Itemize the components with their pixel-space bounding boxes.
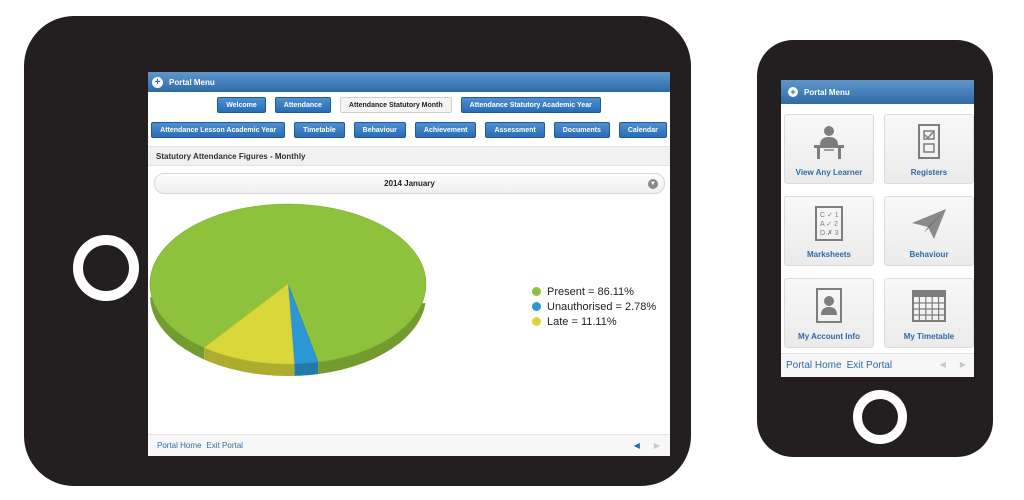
month-select[interactable]: 2014 January ▼	[154, 173, 665, 194]
tile-label: My Account Info	[798, 332, 860, 341]
nav-button-attendance-statutory-academic-year[interactable]: Attendance Statutory Academic Year	[460, 97, 601, 113]
nav-button-behaviour[interactable]: Behaviour	[353, 122, 406, 138]
pie-slice-late-side	[204, 347, 295, 376]
nav-button-calendar[interactable]: Calendar	[618, 122, 667, 138]
register-icon	[918, 124, 940, 159]
legend-label: Unauthorised = 2.78%	[547, 300, 657, 313]
nav-button-achievement[interactable]: Achievement	[414, 122, 477, 138]
tablet-home-button[interactable]	[73, 235, 139, 301]
tile-marksheets[interactable]: C ✓ 1 A ✓ 2 D ✗ 3 Marksheets	[784, 196, 874, 266]
nav-button-attendance-lesson-academic-year[interactable]: Attendance Lesson Academic Year	[151, 122, 286, 138]
nav-row-2: Attendance Lesson Academic Year Timetabl…	[148, 122, 670, 138]
exit-portal-link[interactable]: Exit Portal	[846, 360, 893, 371]
tile-view-any-learner[interactable]: View Any Learner	[784, 114, 874, 184]
nav-button-attendance-statutory-month[interactable]: Attendance Statutory Month	[339, 97, 452, 113]
pie-slice-late	[203, 283, 295, 365]
exit-portal-link[interactable]: Exit Portal	[206, 441, 243, 450]
marksheet-icon: C ✓ 1 A ✓ 2 D ✗ 3	[815, 206, 843, 241]
svg-text:C ✓ 1: C ✓ 1	[820, 212, 839, 219]
pie-slice-unauthorised-side	[294, 362, 319, 376]
account-icon	[816, 288, 842, 323]
tile-my-timetable[interactable]: My Timetable	[884, 278, 974, 348]
legend-item: Late = 11.11%	[532, 314, 656, 329]
nav-button-attendance[interactable]: Attendance	[274, 97, 331, 113]
legend-item: Present = 86.11%	[532, 284, 656, 299]
tablet-footer: Portal Home Exit Portal ◀ ▶	[148, 434, 670, 456]
section-title: Statutory Attendance Figures - Monthly	[148, 146, 670, 166]
tile-my-account-info[interactable]: My Account Info	[784, 278, 874, 348]
nav-button-assessment[interactable]: Assessment	[485, 122, 545, 138]
nav-row-1: Welcome Attendance Attendance Statutory …	[148, 97, 670, 113]
pie-slice-present	[149, 203, 427, 363]
legend-swatch	[532, 302, 541, 311]
next-arrow-icon[interactable]: ▶	[653, 441, 660, 450]
legend-item: Unauthorised = 2.78%	[532, 299, 656, 314]
paper-plane-icon	[912, 209, 946, 239]
portal-home-link[interactable]: Portal Home	[157, 441, 202, 450]
phone-footer: Portal Home Exit Portal ◀ ▶	[781, 353, 974, 377]
legend-swatch	[532, 287, 541, 296]
tile-label: View Any Learner	[795, 168, 863, 177]
tile-label: My Timetable	[903, 332, 955, 341]
legend-swatch	[532, 317, 541, 326]
attendance-pie-chart: Present = 86.11% Unauthorised = 2.78% Late…	[148, 200, 670, 432]
legend-label: Late = 11.11%	[547, 315, 617, 328]
learner-icon	[814, 126, 844, 159]
pager: ◀ ▶	[940, 360, 966, 369]
nav-button-documents[interactable]: Documents	[553, 122, 610, 138]
portal-home-link[interactable]: Portal Home	[786, 360, 842, 371]
prev-arrow-icon[interactable]: ◀	[633, 441, 640, 450]
tile-registers[interactable]: Registers	[884, 114, 974, 184]
nav-button-timetable[interactable]: Timetable	[294, 122, 345, 138]
portal-menu-bar[interactable]: + Portal Menu	[148, 72, 670, 92]
phone-device: + Portal Menu View Any Learner	[757, 40, 993, 457]
svg-text:A ✓ 2: A ✓ 2	[820, 221, 838, 228]
legend-label: Present = 86.11%	[547, 285, 634, 298]
tablet-screen: + Portal Menu Welcome Attendance Attenda…	[148, 72, 670, 456]
phone-screen: + Portal Menu View Any Learner	[781, 80, 974, 377]
pager: ◀ ▶	[634, 441, 660, 450]
pie-chart-svg	[149, 203, 427, 376]
phone-home-button[interactable]	[853, 390, 907, 444]
plus-icon: +	[152, 76, 163, 88]
next-arrow-icon[interactable]: ▶	[959, 360, 966, 369]
phone-portal-menu-bar[interactable]: + Portal Menu	[781, 80, 974, 104]
tile-label: Marksheets	[806, 250, 852, 259]
tablet-device: + Portal Menu Welcome Attendance Attenda…	[24, 16, 691, 486]
chevron-down-icon: ▼	[648, 179, 658, 189]
tile-label: Registers	[910, 168, 948, 177]
plus-icon: +	[788, 87, 798, 97]
calendar-icon	[912, 290, 946, 322]
svg-text:D ✗ 3: D ✗ 3	[820, 229, 839, 237]
chart-legend: Present = 86.11% Unauthorised = 2.78% Late…	[532, 284, 656, 329]
tile-grid: View Any Learner Registers C ✓ 1 A ✓ 2 D…	[781, 104, 974, 348]
nav-button-welcome[interactable]: Welcome	[217, 97, 266, 113]
tile-label: Behaviour	[909, 250, 949, 259]
tile-behaviour[interactable]: Behaviour	[884, 196, 974, 266]
phone-portal-menu-label: Portal Menu	[804, 87, 850, 97]
month-select-value: 2014 January	[384, 179, 435, 188]
prev-arrow-icon[interactable]: ◀	[939, 360, 946, 369]
portal-menu-label: Portal Menu	[169, 77, 215, 87]
